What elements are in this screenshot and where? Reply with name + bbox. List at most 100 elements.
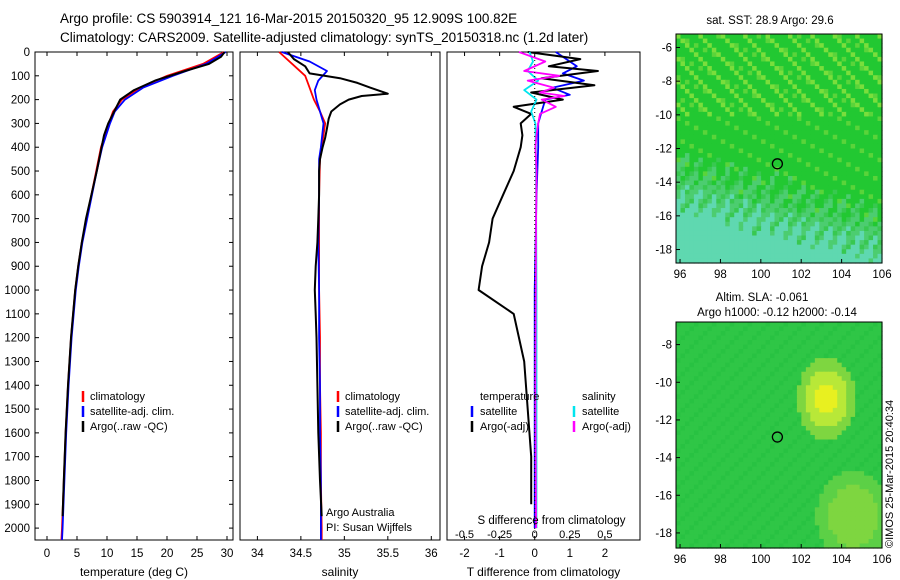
sst-map-cell (864, 194, 870, 200)
sla-map-cell (716, 448, 722, 454)
diff-sal-tick-label: 0 (532, 529, 538, 541)
sla-map-cell (792, 484, 798, 490)
sst-map-cell (783, 143, 789, 150)
sst-map-cell (676, 125, 682, 131)
sla-map-cell (725, 371, 731, 377)
sst-map-cell (747, 61, 753, 67)
sst-map-cell (765, 217, 771, 223)
sla-map-cell (779, 353, 785, 359)
sla-map-cell (770, 385, 776, 391)
sst-map-cell (689, 38, 695, 44)
sla-map-cell (689, 520, 695, 526)
sst-map-cell (693, 98, 699, 104)
sst-map-cell (783, 208, 789, 214)
sst-map-cell (855, 125, 861, 131)
sla-map-cell (805, 516, 811, 522)
sla-map-cell (841, 525, 847, 531)
sla-map-cell (716, 335, 722, 341)
sla-map-cell (846, 511, 852, 517)
sla-map-cell (868, 534, 874, 540)
sst-map-cell (855, 61, 861, 67)
sla-map-cell (864, 493, 870, 499)
sst-map-cell (693, 116, 699, 122)
sla-map-cell (828, 480, 834, 486)
sla-map-cell (796, 471, 802, 477)
sst-map-cell (693, 38, 699, 44)
sla-map-cell (801, 502, 807, 508)
sst-map-cell (725, 47, 731, 53)
sst-map-cell (859, 166, 865, 172)
sla-map-cell (796, 543, 802, 549)
sst-map-cell (680, 194, 686, 200)
sst-map-cell (720, 175, 726, 182)
sst-map-cell (841, 66, 847, 72)
sst-map-cell (810, 180, 816, 186)
sla-map-cell (676, 462, 682, 468)
sla-map-cell (796, 421, 802, 427)
sst-map-cell (779, 125, 785, 131)
sla-map-cell (770, 322, 776, 328)
sst-map-cell (765, 70, 771, 76)
sla-map-cell (796, 371, 802, 377)
sla-map-cell (846, 439, 852, 445)
sst-map-cell (680, 162, 686, 168)
sla-map-cell (823, 380, 829, 386)
sst-map-cell (729, 139, 735, 145)
sla-map-cell (774, 435, 780, 441)
sla-map-cell (873, 448, 879, 454)
sla-map-cell (770, 335, 776, 341)
sst-map-cell (787, 107, 794, 113)
sst-map-cell (814, 189, 820, 195)
sst-map-cell (846, 249, 852, 255)
sst-map-cell (720, 52, 726, 58)
diff-legend-left-title: temperature (480, 391, 539, 403)
sst-map-cell (779, 244, 785, 250)
sla-map-cell (752, 367, 758, 373)
sst-map-cell (698, 107, 704, 113)
sst-map-cell (859, 194, 865, 200)
sst-map-cell (743, 253, 749, 260)
sst-map-cell (864, 79, 870, 85)
sst-map-cell (819, 203, 825, 209)
sla-map-cell (846, 507, 852, 513)
sst-map-cell (716, 157, 722, 163)
sst-map-cell (770, 34, 776, 40)
sla-map-cell (689, 385, 695, 391)
sla-map-cell (720, 412, 726, 418)
sst-map-cell (707, 230, 713, 237)
sst-map-cell (761, 47, 767, 53)
sla-map-cell (676, 380, 682, 386)
sst-map-cell (774, 102, 780, 108)
sla-map-cell (747, 511, 753, 517)
sst-map-cell (819, 34, 825, 40)
sla-map-cell (792, 520, 798, 526)
sst-map-cell (725, 107, 731, 113)
sst-map-cell (765, 166, 771, 172)
sst-map-cell (837, 107, 843, 113)
sla-map-cell (743, 362, 749, 368)
sla-map-cell (738, 389, 744, 395)
sst-map-cell (823, 208, 829, 214)
sla-map-cell (734, 416, 740, 423)
sst-map-cell (855, 203, 861, 209)
sla-map-cell (805, 448, 811, 454)
sla-map-cell (779, 367, 785, 373)
sst-map-cell (814, 258, 820, 264)
sla-map-cell (738, 462, 744, 468)
sla-map-cell (689, 493, 695, 499)
sla-map-cell (702, 416, 708, 423)
sla-map-cell (873, 407, 879, 413)
sst-map-cell (868, 121, 874, 127)
sst-map-cell (774, 148, 780, 154)
sst-map-cell (801, 235, 807, 241)
sst-map-cell (765, 235, 771, 241)
sst-map-cell (738, 253, 744, 260)
sla-map-cell (819, 543, 825, 549)
sla-map-cell (832, 353, 838, 359)
sla-map-cell (783, 444, 789, 450)
sla-map-cell (729, 435, 735, 441)
sst-map-cell (814, 230, 820, 237)
sst-map-cell (832, 47, 838, 53)
sst-map-cell (684, 43, 691, 49)
